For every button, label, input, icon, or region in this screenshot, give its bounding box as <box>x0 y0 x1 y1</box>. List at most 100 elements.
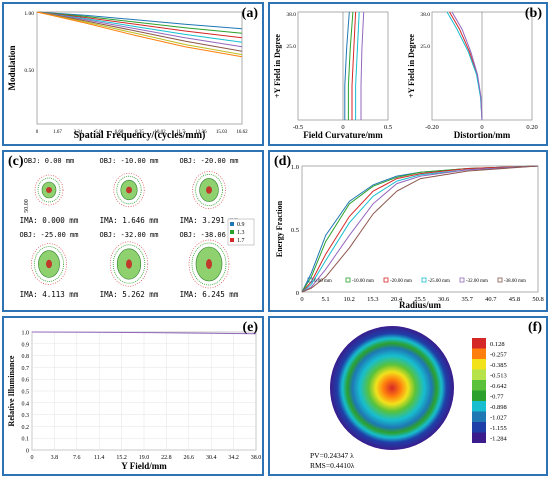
colorbar-label: -0.257 <box>490 352 508 359</box>
ee-legend-swatch <box>307 277 313 283</box>
colorbar-label: -0.77 <box>490 394 504 401</box>
colorbar-segment <box>472 380 486 391</box>
spot-cell: OBJ: -25.00 mm IMA: 4.113 mm <box>19 231 78 299</box>
x-tick-label: 3.34 <box>74 130 83 135</box>
panel-label-f: (f) <box>528 320 542 335</box>
plot-frame <box>301 165 539 293</box>
left-y-tick-label: 38.0 <box>286 12 296 18</box>
y-tick-label: 1.0 <box>22 331 30 337</box>
spot-center <box>206 186 212 194</box>
y-axis-label: Energy Fraction <box>275 200 284 257</box>
left-curve-line <box>351 11 357 120</box>
y-tick-label: 0.9 <box>22 342 30 348</box>
left-y-tick-label: 25.0 <box>286 44 296 50</box>
panel-a-mtf: 0 1.67 3.34 5.0 6.68 8.35 10.02 11.7 13.36 15.03 1… <box>2 2 264 146</box>
colorbar-label: -0.513 <box>490 373 507 380</box>
spot-ring-red <box>192 171 226 209</box>
spot-ring-red <box>188 239 230 289</box>
spot-obj-label: OBJ: -32.00 mm <box>99 231 158 239</box>
x-tick-label: 7.6 <box>73 455 81 461</box>
right-x-tick-label: -0.20 <box>425 124 439 131</box>
x-tick-label: 15.2 <box>116 455 127 461</box>
relative-illuminance-chart: 1.0 0.9 0.8 0.7 0.6 0.5 0.4 0.3 0.2 0.1 00 3.8 7.6 11… <box>7 331 261 472</box>
right-x-tick-label: 0 <box>480 124 483 131</box>
panel-c-spot-diagrams: 50.00 OBJ: 0.00 mm IMA: 0.000 mm OBJ: -10.0… <box>2 150 264 312</box>
ee-line <box>301 165 539 293</box>
panel-d-encircled-energy: 0 5.1 10.2 15.3 20.4 25.5 30.6 35.7 40.7 45.8 50.8… <box>268 150 548 312</box>
mtf-line <box>36 11 243 39</box>
x-tick-label: 0 <box>31 455 34 461</box>
y-tick-label: 0.7 <box>22 366 30 372</box>
colorbar-segment <box>472 432 486 443</box>
x-tick-label: 30.6 <box>438 296 450 303</box>
x-tick-label: 34.2 <box>228 455 239 461</box>
spot-legend-swatch <box>230 230 234 234</box>
x-tick-label: 30.4 <box>206 455 217 461</box>
encircled-energy-chart: 0 5.1 10.2 15.3 20.4 25.5 30.6 35.7 40.7 45.8 50.8… <box>275 164 544 310</box>
left-curve-line <box>355 11 360 120</box>
spot-obj-label: OBJ: -38.06 mm <box>179 231 238 239</box>
spot-legend-label: 0.9 <box>237 222 245 228</box>
y-tick-label: 0.1 <box>22 437 30 443</box>
panel-b-aberrations: -0.5 0 0.5 38.0 25.0 Field Curvature/mm +Y Fie… <box>268 2 548 146</box>
y-tick-label: 0 <box>26 449 29 455</box>
mtf-line <box>36 11 243 43</box>
spot-legend-swatch <box>230 238 234 242</box>
colorbar-label: 0.128 <box>490 341 505 348</box>
x-axis-label: Y Field/mm <box>121 461 167 471</box>
ee-legend-swatch <box>497 277 503 283</box>
spot-ima-label: IMA: 5.262 mm <box>100 290 159 299</box>
left-y-axis-label: +Y Field in Degree <box>273 34 282 98</box>
spot-center <box>46 259 52 269</box>
spot-ima-label: IMA: 1.646 mm <box>100 216 159 225</box>
spot-cell: OBJ: 0.00 mm IMA: 0.000 mm <box>20 157 79 225</box>
x-tick-label: 40.7 <box>485 296 497 303</box>
spot-obj-label: OBJ: 0.00 mm <box>24 157 75 165</box>
x-tick-label: 5.1 <box>322 296 330 303</box>
x-tick-label: 50.8 <box>532 296 543 303</box>
colorbar-segment <box>472 359 486 370</box>
x-tick-label: 11.4 <box>94 455 104 461</box>
spot-center <box>46 187 52 193</box>
mtf-line <box>36 11 243 56</box>
ee-line <box>301 165 539 293</box>
mtf-line <box>36 11 243 34</box>
x-tick-label: 0 <box>36 130 39 135</box>
x-tick-label: 8.35 <box>135 130 144 135</box>
ee-line <box>301 165 539 293</box>
colorbar-label: -0.642 <box>490 383 507 390</box>
ee-legend-label: -32.00 mm <box>466 279 488 284</box>
spot-ring-green <box>191 242 227 286</box>
spot-legend-label: 1.7 <box>237 238 245 244</box>
spot-ring-red <box>113 172 145 208</box>
y-axis-label: Relative Illuminance <box>7 355 16 426</box>
ee-legend-label: -20.00 mm <box>390 279 412 284</box>
x-tick-label: 22.8 <box>161 455 172 461</box>
spot-cell: OBJ: -32.00 mm IMA: 5.262 mm <box>99 231 158 299</box>
x-tick-label: 11.7 <box>176 130 185 135</box>
ee-line <box>301 165 539 293</box>
right-curve-line <box>451 11 483 121</box>
y-tick-label: 1.0 <box>291 164 299 171</box>
ee-legend-label: 0.00 mm <box>314 279 332 284</box>
panel-label-e: (e) <box>242 320 258 335</box>
spot-center <box>206 259 212 269</box>
spot-ring-green <box>116 175 142 205</box>
x-axis-label: Spatial Frequency/(cycles/mm) <box>74 130 206 141</box>
right-x-tick-label: 0.20 <box>526 124 537 131</box>
y-tick-label: 0.2 <box>22 425 30 431</box>
x-tick-label: 25.5 <box>414 296 425 303</box>
ee-legend-swatch <box>383 277 389 283</box>
x-tick-label: 13.36 <box>195 130 207 135</box>
spot-obj-label: OBJ: -20.00 mm <box>179 157 238 165</box>
mtf-chart: 0 1.67 3.34 5.0 6.68 8.35 10.02 11.7 13.36 15.03 1… <box>7 11 248 141</box>
spot-ring-red <box>34 174 64 206</box>
ee-line <box>301 165 539 293</box>
spot-ring-green <box>37 177 61 203</box>
x-tick-label: 5.0 <box>95 130 102 135</box>
colorbar-label: -1.155 <box>490 425 507 432</box>
mtf-line <box>36 11 243 58</box>
y-tick-label: 0.4 <box>22 401 30 407</box>
ee-legend-swatch <box>421 277 427 283</box>
mtf-line <box>36 11 243 30</box>
